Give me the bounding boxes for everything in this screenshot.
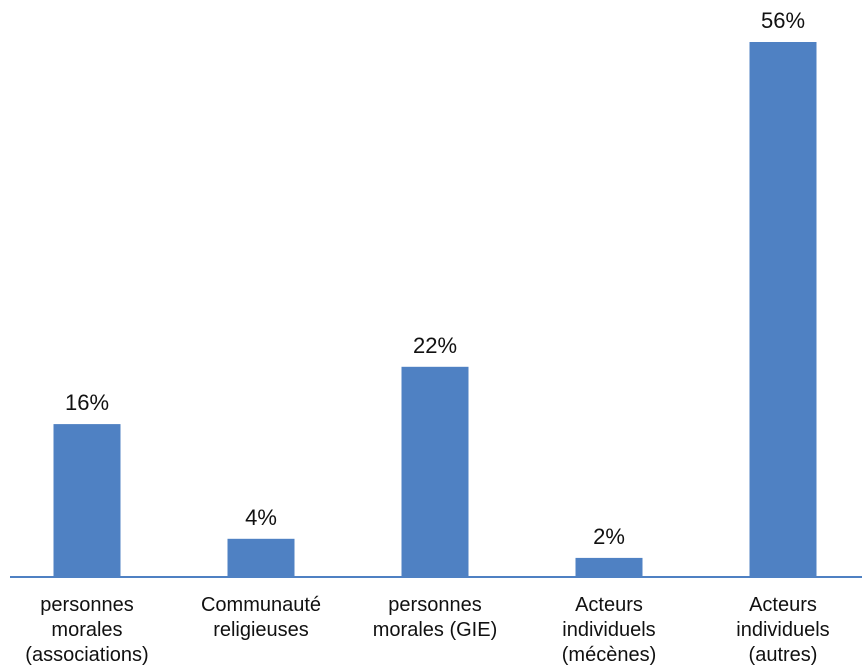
category-label-line: individuels: [562, 619, 655, 641]
category-label-line: personnes: [40, 594, 133, 616]
category-label-line: religieuses: [213, 619, 309, 641]
category-label-line: Communauté: [201, 594, 321, 616]
category-label-2: personnes morales (GIE): [373, 594, 497, 641]
value-label-0: 16%: [65, 390, 109, 415]
value-labels-group: 16% 4% 22% 2% 56%: [65, 8, 805, 549]
value-label-2: 22%: [413, 333, 457, 358]
category-label-line: personnes: [388, 594, 481, 616]
bar-3: [575, 557, 643, 577]
value-label-4: 56%: [761, 8, 805, 33]
category-label-line: Acteurs: [749, 594, 817, 616]
category-label-line: Acteurs: [575, 594, 643, 616]
category-label-line: (associations): [25, 644, 148, 666]
bars-group: [53, 42, 817, 577]
bar-2: [401, 366, 469, 577]
category-label-0: personnes morales (associations): [25, 594, 148, 666]
category-label-line: morales (GIE): [373, 619, 497, 641]
bar-4: [749, 42, 817, 577]
value-label-1: 4%: [245, 505, 277, 530]
category-label-1: Communauté religieuses: [201, 594, 321, 641]
category-label-line: (mécènes): [562, 644, 656, 666]
category-label-3: Acteurs individuels (mécènes): [562, 594, 656, 666]
bar-0: [53, 424, 121, 577]
bar-1: [227, 538, 295, 577]
category-label-4: Acteurs individuels (autres): [736, 594, 829, 666]
category-labels-group: personnes morales (associations) Communauté…: [25, 594, 829, 666]
category-label-line: (autres): [749, 644, 818, 666]
category-label-line: individuels: [736, 619, 829, 641]
value-label-3: 2%: [593, 524, 625, 549]
category-label-line: morales: [51, 619, 122, 641]
